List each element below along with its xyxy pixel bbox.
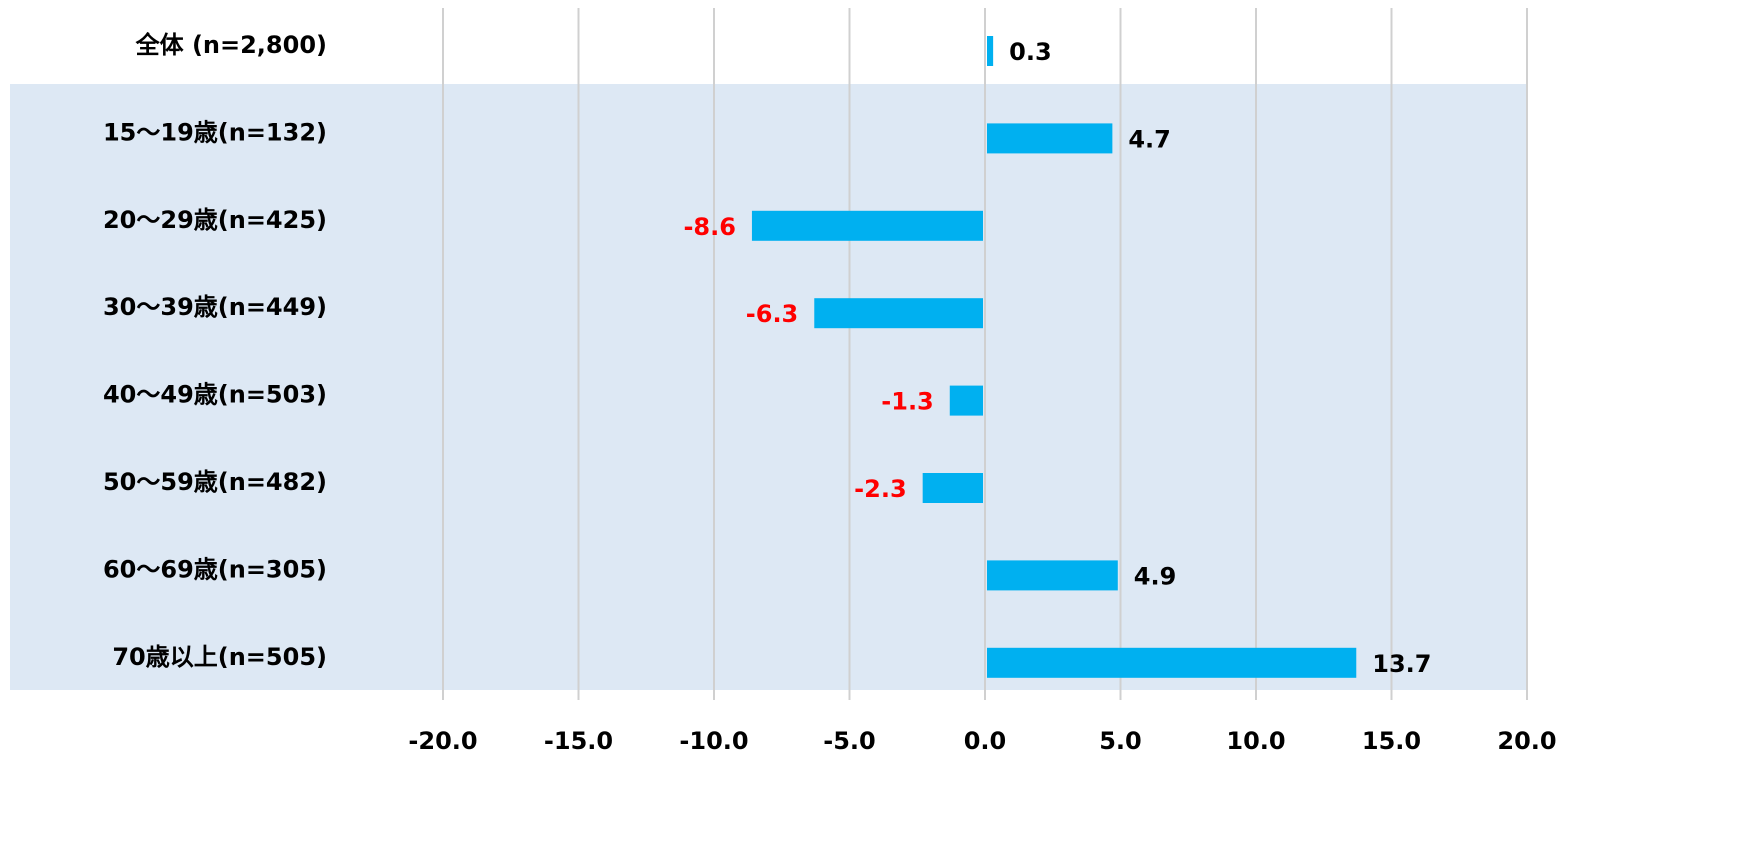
y-tick-label: 30～39歳(n=449) bbox=[103, 293, 327, 321]
y-tick-label: 60～69歳(n=305) bbox=[103, 555, 327, 583]
y-tick-label: 50～59歳(n=482) bbox=[103, 468, 327, 496]
data-label: -2.3 bbox=[854, 475, 906, 503]
y-tick-label: 20～29歳(n=425) bbox=[103, 206, 327, 234]
highlight-band bbox=[10, 84, 1527, 690]
x-tick-label: -20.0 bbox=[408, 727, 477, 755]
bar bbox=[987, 560, 1118, 591]
bar bbox=[751, 210, 983, 241]
y-tick-label: 40～49歳(n=503) bbox=[103, 381, 327, 409]
x-tick-label: 5.0 bbox=[1099, 727, 1142, 755]
data-label: 0.3 bbox=[1009, 38, 1052, 66]
bar bbox=[949, 385, 983, 416]
bar bbox=[987, 647, 1357, 678]
bar bbox=[987, 123, 1113, 154]
bar bbox=[922, 473, 983, 503]
data-label: -6.3 bbox=[746, 300, 798, 328]
x-tick-label: 15.0 bbox=[1362, 727, 1421, 755]
y-tick-label: 15～19歳(n=132) bbox=[103, 118, 327, 146]
data-label: -8.6 bbox=[683, 213, 735, 241]
x-tick-label: -5.0 bbox=[823, 727, 875, 755]
data-label: 4.7 bbox=[1128, 125, 1171, 153]
data-label: 4.9 bbox=[1134, 562, 1177, 590]
x-tick-label: -15.0 bbox=[544, 727, 613, 755]
data-label: -1.3 bbox=[881, 388, 933, 416]
x-tick-label: 10.0 bbox=[1226, 727, 1285, 755]
x-tick-label: 20.0 bbox=[1497, 727, 1556, 755]
data-label: 13.7 bbox=[1372, 650, 1431, 678]
bar bbox=[987, 36, 994, 66]
x-tick-label: 0.0 bbox=[964, 727, 1007, 755]
y-tick-label: 70歳以上(n=505) bbox=[112, 643, 327, 671]
y-tick-label: 全体 (n=2,800) bbox=[135, 31, 327, 59]
x-tick-label: -10.0 bbox=[679, 727, 748, 755]
bar bbox=[814, 298, 983, 329]
